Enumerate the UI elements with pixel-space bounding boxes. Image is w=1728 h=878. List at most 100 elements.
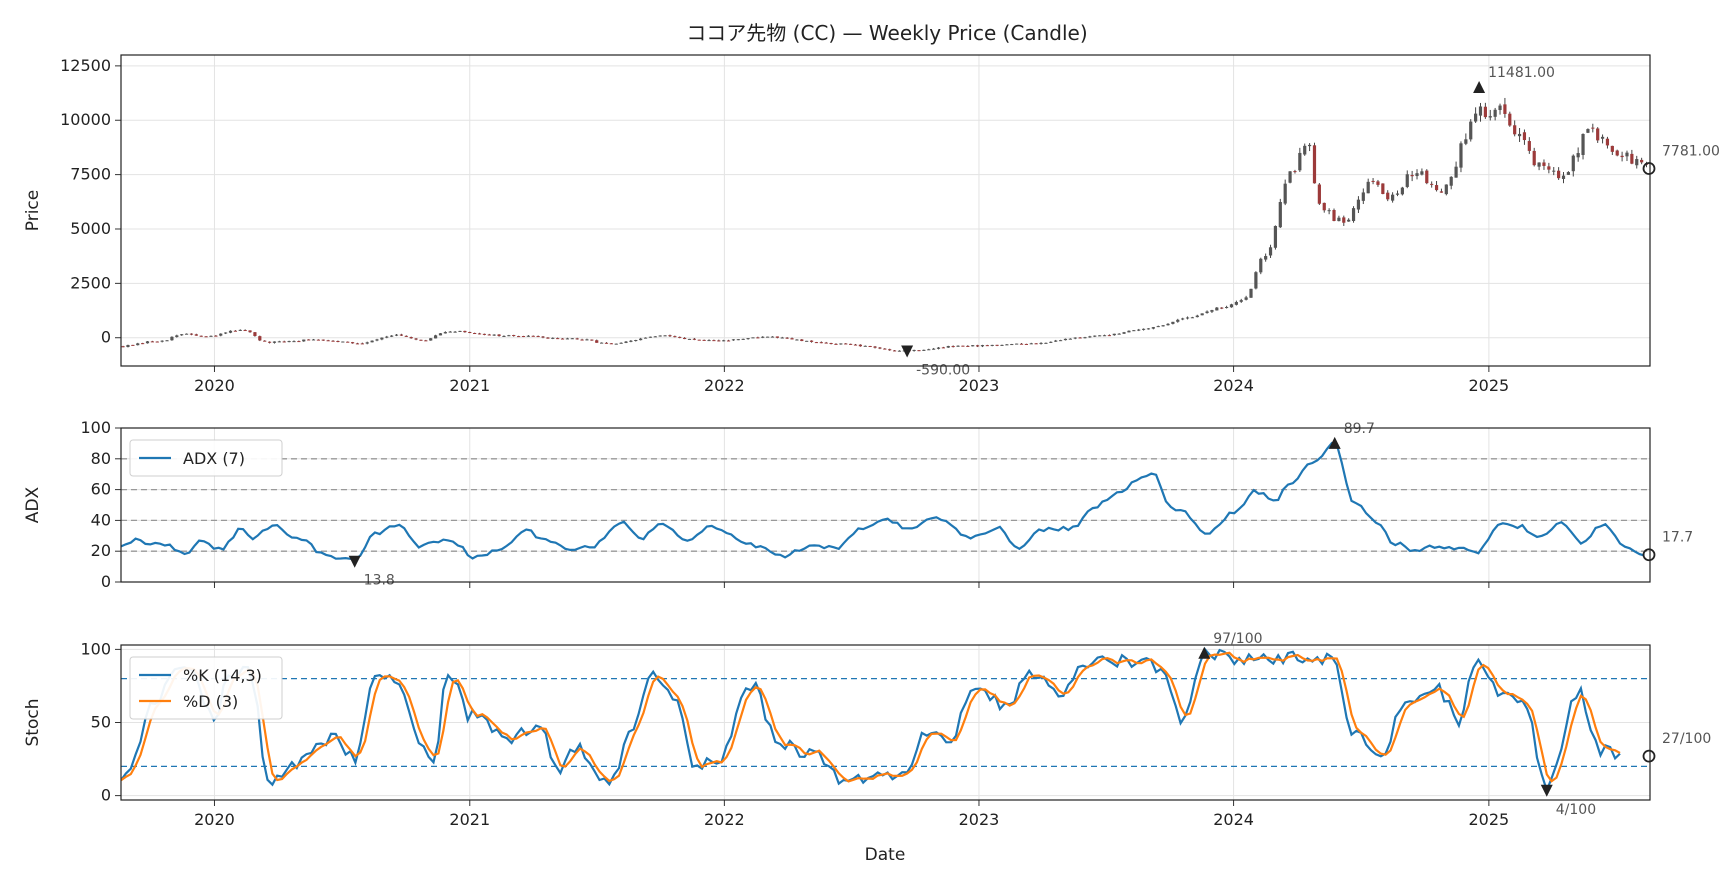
candle-body — [1293, 171, 1297, 173]
candle-body — [1381, 183, 1385, 194]
candle-body — [888, 349, 892, 351]
candle-body — [385, 336, 389, 338]
candle-body — [375, 339, 379, 341]
candle-body — [892, 350, 897, 352]
candle-body — [326, 340, 330, 342]
candle-body — [482, 333, 487, 335]
x-tick-label: 2022 — [704, 810, 745, 829]
candle-body — [829, 343, 833, 345]
candle-body — [619, 342, 623, 344]
candle-body — [1591, 127, 1595, 129]
candle-body — [1342, 217, 1346, 223]
candle-body — [131, 344, 135, 346]
candle-body — [1434, 185, 1439, 191]
candle-body — [546, 337, 550, 339]
candle-body — [1571, 155, 1575, 172]
candle-body — [228, 330, 233, 333]
candle-body — [1576, 153, 1580, 158]
candle-body — [429, 338, 433, 341]
candle-body — [136, 343, 140, 346]
legend-label: %D (3) — [183, 692, 238, 711]
candle-body — [521, 336, 526, 338]
candle-body — [1410, 175, 1414, 177]
candle-body — [1454, 166, 1458, 178]
candle-body — [1259, 258, 1263, 273]
candle-body — [1508, 113, 1512, 126]
candle-body — [1376, 181, 1380, 185]
plot-area — [121, 441, 1645, 561]
candle-body — [1229, 304, 1234, 308]
candle-body — [258, 336, 262, 341]
candle-body — [634, 340, 638, 342]
y-tick-label: 60 — [91, 480, 111, 499]
candle-body — [1015, 343, 1019, 345]
candle-body — [1019, 343, 1024, 345]
candle-body — [1254, 272, 1258, 289]
candle-body — [1605, 138, 1610, 146]
candle-body — [1483, 106, 1487, 118]
candle-body — [1171, 321, 1175, 324]
candle-body — [951, 346, 955, 348]
candle-body — [1102, 335, 1107, 337]
candle-body — [1122, 332, 1126, 334]
y-axis-title: Stoch — [23, 699, 43, 747]
candle-body — [702, 339, 706, 341]
x-tick-label: 2022 — [704, 376, 745, 395]
min-label: 4/100 — [1556, 802, 1596, 818]
legend-label: ADX (7) — [183, 449, 245, 468]
candle-body — [805, 340, 809, 342]
candle-body — [1078, 337, 1082, 339]
candle-body — [321, 339, 325, 341]
candle-body — [834, 343, 838, 345]
candle-body — [1317, 184, 1321, 204]
candle-body — [1351, 208, 1356, 222]
candle-body — [263, 340, 267, 342]
candle-body — [214, 335, 218, 337]
candle-body — [990, 344, 994, 346]
legend-frame — [129, 656, 283, 720]
candle-body — [775, 336, 779, 338]
candle-body — [946, 346, 950, 348]
x-tick-label: 2025 — [1469, 376, 1510, 395]
candle-body — [341, 341, 345, 343]
candle-body — [141, 343, 145, 345]
candle-body — [1308, 144, 1312, 147]
candle-body — [1635, 159, 1639, 166]
y-tick-label: 0 — [101, 786, 111, 805]
candle-body — [922, 349, 926, 351]
candle-body — [360, 343, 364, 345]
x-tick-label: 2020 — [194, 376, 235, 395]
candle-body — [927, 349, 931, 351]
max-label: 89.7 — [1344, 421, 1375, 437]
candle-body — [722, 340, 726, 342]
candle-body — [868, 345, 872, 347]
candle-body — [614, 343, 618, 345]
candle-body — [858, 344, 862, 347]
panel-frame — [120, 644, 1651, 801]
candle-body — [512, 335, 516, 337]
candle-body — [1132, 330, 1136, 332]
candle-body — [1425, 170, 1429, 184]
panel-frame — [120, 54, 1651, 367]
candle-body — [648, 336, 653, 338]
candle-body — [233, 330, 237, 332]
candle-body — [1088, 336, 1092, 338]
candle-body — [971, 345, 975, 347]
y-tick-label: 100 — [80, 418, 111, 437]
y-tick-label: 40 — [91, 510, 111, 529]
candle-body — [1322, 202, 1326, 211]
candle-body — [487, 334, 491, 336]
candle-body — [468, 332, 472, 334]
candle-body — [819, 342, 823, 344]
price-panel: 2020 2021 2022 2023 2024 2025 0 2500 5000 7500 100… — [23, 54, 1720, 395]
candle-body — [824, 342, 828, 344]
candle-body — [1166, 323, 1170, 326]
candle-body — [741, 338, 745, 340]
candle-body — [448, 331, 452, 333]
candle-body — [761, 336, 765, 338]
candle-body — [663, 335, 667, 337]
candle-body — [1181, 318, 1185, 320]
candle-body — [1498, 105, 1502, 111]
candle-body — [785, 337, 789, 339]
candle-body — [1156, 326, 1160, 328]
